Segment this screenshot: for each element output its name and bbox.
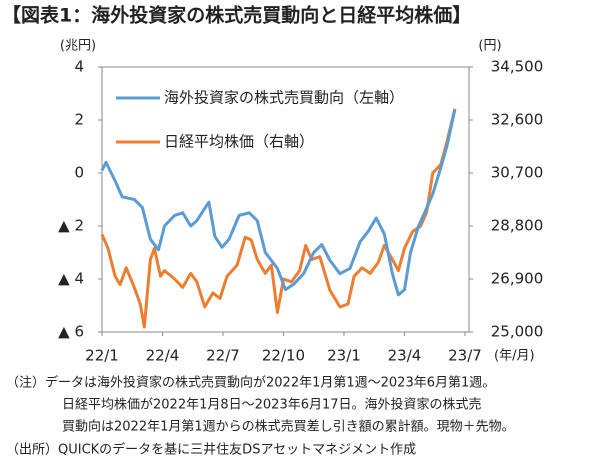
y2-tick-label: 25,000: [491, 323, 544, 341]
x-tick-label: 22/7: [206, 347, 240, 365]
y-tick-label: ▲ 2: [58, 217, 84, 235]
note: 日経平均株価が2022年1月8日～2023年6月17日。海外投資家の株式売: [62, 397, 482, 413]
legend-label: 海外投資家の株式売買動向（左軸）: [164, 89, 404, 107]
series-line: [100, 108, 457, 329]
legend-label: 日経平均株価（右軸）: [164, 133, 314, 151]
y2-unit: (円): [478, 39, 501, 54]
y-tick-label: 4: [74, 58, 84, 76]
note: （出所）QUICKのデータを基に三井住友DSアセットマネジメント作成: [6, 442, 416, 458]
x-unit: (年/月): [494, 349, 535, 364]
note: 買動向は2022年1月第1週からの株式売買差し引き額の累計額。現物＋先物。: [62, 419, 515, 435]
x-tick-label: 23/4: [388, 347, 422, 365]
x-tick-label: 23/7: [448, 347, 482, 365]
x-tick-label: 22/1: [85, 347, 119, 365]
y2-tick-label: 30,700: [491, 164, 544, 182]
note: （注）データは海外投資家の株式売買動向が2022年1月第1週～2023年6月第1…: [6, 375, 495, 391]
y2-tick-label: 34,500: [491, 58, 544, 76]
y-tick-label: 0: [74, 164, 84, 182]
x-tick-label: 22/10: [262, 347, 305, 365]
y2-tick-label: 26,900: [491, 270, 544, 288]
x-tick-label: 23/1: [327, 347, 361, 365]
y-unit: (兆円): [60, 39, 96, 54]
y2-tick-label: 32,600: [491, 111, 544, 129]
y-tick-label: 2: [74, 111, 84, 129]
series-line: [100, 109, 457, 297]
y-tick-label: ▲ 6: [58, 323, 84, 341]
y2-tick-label: 28,800: [491, 217, 544, 235]
x-tick-label: 22/4: [146, 347, 180, 365]
plot-frame: [101, 66, 470, 333]
chart-title: 【図表1：海外投資家の株式売買動向と日経平均株価】: [2, 4, 471, 27]
y-tick-label: ▲ 4: [58, 270, 84, 288]
